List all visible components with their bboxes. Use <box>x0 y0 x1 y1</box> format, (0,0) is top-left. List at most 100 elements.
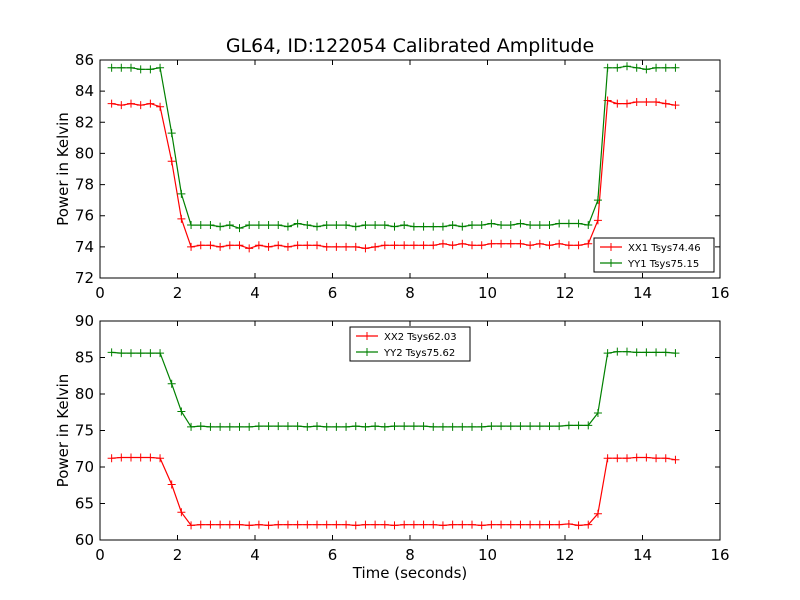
series-line-2 <box>111 351 676 428</box>
data-point <box>216 242 225 251</box>
legend: XX2 Tsys62.03 YY2 Tsys75.62 <box>349 326 471 362</box>
data-point <box>206 520 215 529</box>
data-point <box>274 422 283 431</box>
data-point <box>574 219 583 228</box>
legend-label: XX2 Tsys62.03 <box>384 332 457 343</box>
data-point <box>117 349 126 358</box>
data-point <box>584 221 593 230</box>
data-point <box>371 520 380 529</box>
data-point <box>477 521 486 530</box>
data-point <box>283 222 292 231</box>
data-point <box>283 242 292 251</box>
data-point <box>613 63 622 72</box>
data-point <box>661 454 670 463</box>
data-point <box>400 520 409 529</box>
data-point <box>593 408 602 417</box>
data-point <box>245 244 254 253</box>
x-tick-label: 8 <box>405 284 415 302</box>
y-tick-label: 90 <box>75 312 94 330</box>
x-tick-label: 12 <box>555 546 574 564</box>
data-point <box>136 101 145 110</box>
data-point <box>632 348 641 357</box>
data-point <box>156 349 165 358</box>
data-point <box>127 63 135 72</box>
data-point <box>603 349 612 358</box>
data-point <box>506 422 515 431</box>
data-point <box>136 65 145 74</box>
data-point <box>661 99 670 108</box>
x-tick-label: 14 <box>633 284 652 302</box>
data-point <box>535 520 544 529</box>
data-point <box>623 347 631 356</box>
data-point <box>274 241 283 250</box>
data-point <box>371 221 380 230</box>
data-point <box>642 348 651 357</box>
data-point <box>555 239 564 248</box>
data-point <box>351 521 360 530</box>
y-tick-label: 72 <box>75 269 94 287</box>
data-point <box>361 221 370 230</box>
data-point <box>303 241 312 250</box>
data-point <box>264 422 273 431</box>
data-point <box>564 241 573 250</box>
x-tick-label: 6 <box>328 284 338 302</box>
data-point <box>264 521 273 530</box>
data-point <box>361 422 370 431</box>
data-point <box>506 520 515 529</box>
data-point <box>322 422 331 431</box>
data-point <box>671 101 680 110</box>
x-tick-label: 6 <box>328 546 338 564</box>
x-tick-label: 16 <box>710 546 729 564</box>
data-point <box>216 222 225 231</box>
data-point <box>254 422 263 431</box>
data-point <box>671 455 680 464</box>
data-point <box>652 63 661 72</box>
data-point <box>409 241 418 250</box>
legend-box <box>349 326 471 362</box>
data-point <box>146 65 155 74</box>
data-point <box>661 348 670 357</box>
data-point <box>235 520 244 529</box>
data-point <box>187 221 196 230</box>
data-point <box>409 222 418 231</box>
legend-marker <box>363 332 371 340</box>
data-point <box>390 222 399 231</box>
data-point <box>497 221 506 230</box>
data-point <box>274 221 283 230</box>
data-point <box>574 521 583 530</box>
top-panel: 0 2 4 6 8 10 12 14 16 72 74 76 78 80 82 84 86 Power in Ke… <box>54 51 730 302</box>
data-point <box>167 157 176 166</box>
y-axis-label: Power in Kelvin <box>54 112 72 226</box>
bottom-panel: 0 2 4 6 8 10 12 14 16 60 65 70 75 80 85 90 Power in Kelv… <box>54 312 730 564</box>
data-point <box>652 454 661 463</box>
x-tick-label: 16 <box>710 284 729 302</box>
figure-title: GL64, ID:122054 Calibrated Amplitude <box>226 35 594 57</box>
data-point <box>283 422 292 431</box>
data-point <box>136 349 145 358</box>
data-point <box>458 520 467 529</box>
data-point <box>361 244 370 253</box>
data-point <box>458 222 467 231</box>
data-point <box>584 421 593 430</box>
data-point <box>574 421 583 430</box>
data-point <box>274 520 283 529</box>
data-point <box>564 219 573 228</box>
data-point <box>245 221 254 230</box>
data-point <box>468 241 476 250</box>
data-point <box>642 453 651 462</box>
data-point <box>593 196 602 205</box>
data-point <box>156 102 165 111</box>
data-point <box>196 422 205 431</box>
legend-marker <box>607 243 615 251</box>
data-point <box>487 239 496 248</box>
data-point <box>303 520 312 529</box>
data-point <box>254 221 263 230</box>
data-point <box>642 98 651 107</box>
data-point <box>652 348 661 357</box>
data-point <box>380 520 389 529</box>
data-point <box>225 520 234 529</box>
data-point <box>593 216 602 225</box>
data-point <box>136 453 145 462</box>
legend-label: YY1 Tsys75.15 <box>627 259 699 270</box>
